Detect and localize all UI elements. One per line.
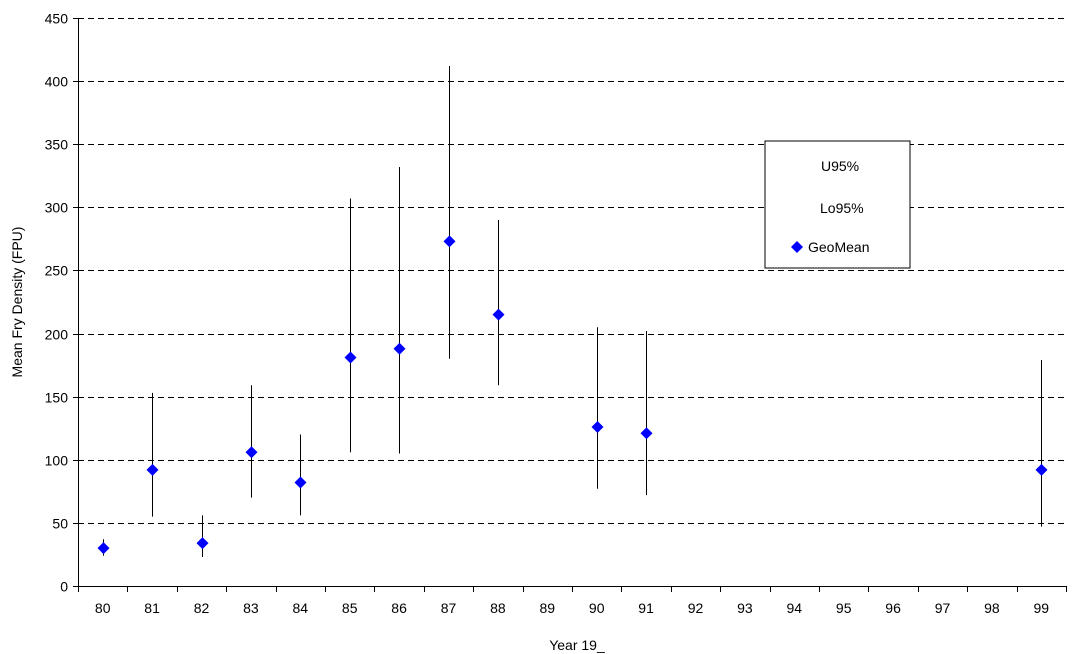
legend-label-lo95: Lo95% xyxy=(820,200,864,216)
x-tick-label-86: 86 xyxy=(391,600,407,616)
legend-geomean-marker xyxy=(791,241,803,253)
legend: U95% Lo95% GeoMean xyxy=(764,140,911,269)
y-axis-ticks: 0 50 100 150 200 250 300 350 400 450 xyxy=(45,11,78,595)
error-bars xyxy=(103,65,1042,557)
geomean-point-82 xyxy=(196,537,209,550)
geomean-point-83 xyxy=(245,446,258,459)
x-tick-label-97: 97 xyxy=(935,600,951,616)
y-axis-title: Mean Fry Density (FPU) xyxy=(9,227,25,378)
y-tick-label-100: 100 xyxy=(45,453,69,469)
geomean-point-86 xyxy=(393,342,406,355)
x-tick-label-94: 94 xyxy=(787,600,803,616)
y-tick-label-350: 350 xyxy=(45,137,69,153)
legend-label-geomean: GeoMean xyxy=(808,239,869,255)
x-tick-label-95: 95 xyxy=(836,600,852,616)
y-tick-label-250: 250 xyxy=(45,263,69,279)
x-tick-label-92: 92 xyxy=(688,600,704,616)
x-axis-title: Year 19_ xyxy=(549,637,605,653)
x-tick-label-98: 98 xyxy=(984,600,1000,616)
y-tick-label-0: 0 xyxy=(60,579,68,595)
y-tick-label-200: 200 xyxy=(45,327,69,343)
gridlines xyxy=(78,18,1066,524)
geomean-point-81 xyxy=(146,463,159,476)
x-tick-label-85: 85 xyxy=(342,600,358,616)
legend-box xyxy=(764,140,911,269)
geomean-point-91 xyxy=(640,427,653,440)
y-tick-label-400: 400 xyxy=(45,74,69,90)
x-tick-label-90: 90 xyxy=(589,600,605,616)
geomean-point-85 xyxy=(344,351,357,364)
geomean-points xyxy=(97,235,1048,555)
x-tick-label-99: 99 xyxy=(1034,600,1050,616)
x-tick-label-84: 84 xyxy=(293,600,309,616)
geomean-point-90 xyxy=(591,420,604,433)
x-tick-label-81: 81 xyxy=(144,600,160,616)
x-tick-label-91: 91 xyxy=(638,600,654,616)
x-tick-label-96: 96 xyxy=(885,600,901,616)
x-tick-label-82: 82 xyxy=(194,600,210,616)
axes xyxy=(78,18,1066,587)
x-tick-label-93: 93 xyxy=(737,600,753,616)
x-tick-label-83: 83 xyxy=(243,600,259,616)
x-tick-label-89: 89 xyxy=(540,600,556,616)
x-axis-ticks: 80 81 82 83 84 85 86 87 88 89 90 91 92 93 94 95 96 97 98 99 xyxy=(78,586,1067,616)
y-tick-label-300: 300 xyxy=(45,200,69,216)
x-tick-label-80: 80 xyxy=(95,600,111,616)
geomean-point-87 xyxy=(443,235,456,248)
geomean-point-80 xyxy=(97,542,110,555)
x-tick-label-87: 87 xyxy=(441,600,457,616)
y-tick-label-450: 450 xyxy=(45,11,69,27)
legend-label-u95: U95% xyxy=(821,158,859,174)
x-tick-label-88: 88 xyxy=(490,600,506,616)
geomean-point-84 xyxy=(294,476,307,489)
y-tick-label-150: 150 xyxy=(45,390,69,406)
y-tick-label-50: 50 xyxy=(52,516,68,532)
geomean-point-88 xyxy=(492,308,505,321)
geomean-point-99 xyxy=(1035,463,1048,476)
